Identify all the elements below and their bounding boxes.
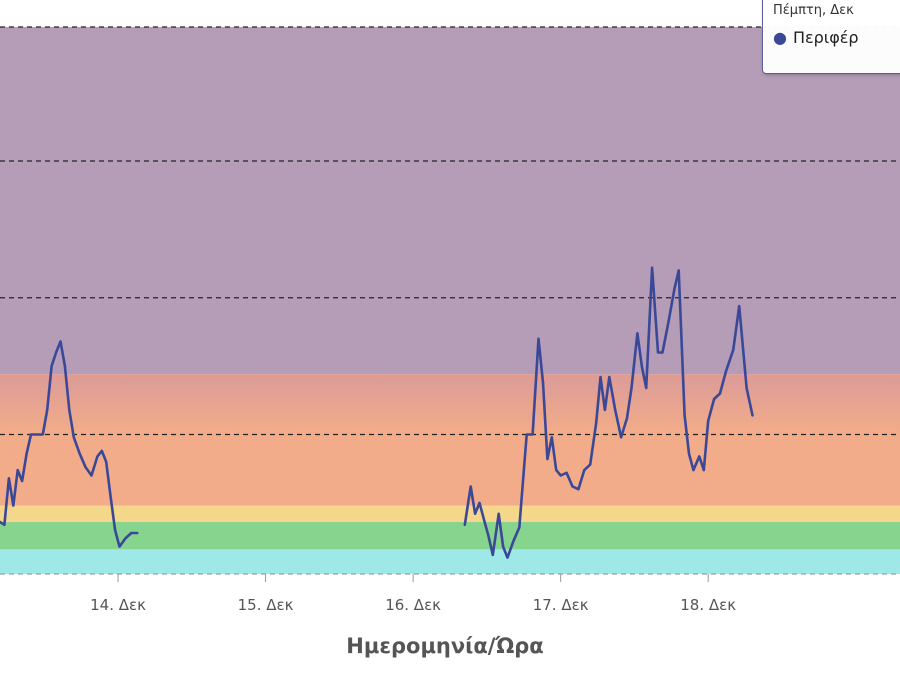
band-5: [0, 27, 900, 375]
gridline-layer: [0, 26, 900, 436]
band-4: [0, 374, 900, 378]
x-axis-title: Ημερομηνία/Ώρα: [346, 634, 543, 658]
band-layer: [0, 27, 900, 574]
tooltip-date: Πέμπτη, Δεκ: [773, 3, 854, 18]
series-0-line-segment-1: [463, 266, 754, 559]
x-tick-label-0: 14. Δεκ: [90, 596, 146, 614]
band-0: [0, 549, 900, 574]
band-1: [0, 522, 900, 550]
x-axis: 14. Δεκ 15. Δεκ 16. Δεκ 17. Δεκ 18. Δεκ: [0, 573, 900, 614]
x-tick-label-1: 15. Δεκ: [238, 596, 294, 614]
tooltip-series-label: Περιφέρ: [792, 28, 859, 47]
x-tick-label-3: 17. Δεκ: [533, 596, 589, 614]
band-transition: [0, 377, 900, 432]
x-tick-label-4: 18. Δεκ: [680, 596, 736, 614]
series-0-line-segment-0: [0, 340, 139, 548]
tooltip: Πέμπτη, Δεκ ● Περιφέρ: [762, 0, 900, 74]
tooltip-series-dot-icon: ●: [773, 28, 787, 47]
series-layer: [0, 266, 754, 559]
tooltip-series-row: ● Περιφέρ: [773, 28, 900, 47]
band-2: [0, 505, 900, 523]
x-tick-label-2: 16. Δεκ: [385, 596, 441, 614]
